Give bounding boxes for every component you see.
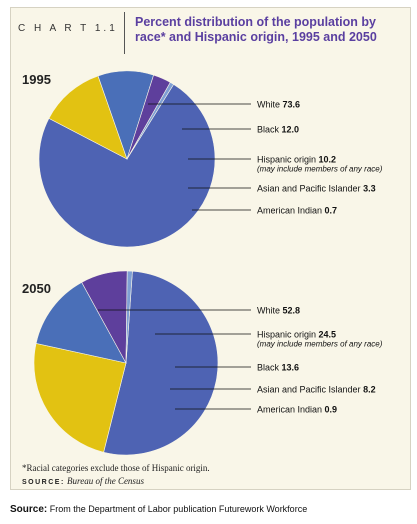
slice-value: 12.0 bbox=[282, 125, 300, 135]
slice-value: 10.2 bbox=[319, 155, 337, 165]
slice-name: Black bbox=[257, 363, 282, 373]
image-caption: Source: From the Department of Labor pub… bbox=[10, 504, 307, 515]
slice-name: White bbox=[257, 306, 283, 316]
header-divider bbox=[124, 12, 125, 54]
pie-slice-american-indian bbox=[125, 270, 133, 364]
slice-label-white: White 52.8 bbox=[257, 306, 300, 316]
slice-label-asian-and-pacific-islander: Asian and Pacific Islander 3.3 bbox=[257, 184, 376, 194]
slice-name: Hispanic origin bbox=[257, 155, 319, 165]
slice-value: 3.3 bbox=[363, 184, 376, 194]
slice-name: Asian and Pacific Islander bbox=[257, 184, 363, 194]
pie-slice-hispanic-origin bbox=[33, 343, 127, 453]
chart-title: Percent distribution of the population b… bbox=[135, 15, 377, 44]
footnote: *Racial categories exclude those of Hisp… bbox=[22, 463, 210, 473]
pie-slice-american-indian bbox=[126, 81, 175, 160]
slice-name: Black bbox=[257, 125, 282, 135]
slice-label-black: Black 12.0 bbox=[257, 125, 299, 135]
slice-value: 0.7 bbox=[325, 206, 338, 216]
source-label: SOURCE: bbox=[22, 479, 65, 486]
slice-name: American Indian bbox=[257, 206, 325, 216]
slice-name: American Indian bbox=[257, 405, 325, 415]
slice-note-hispanic-origin: (may include members of any race) bbox=[257, 340, 383, 349]
pie-title-1995: 1995 bbox=[22, 72, 51, 87]
pie-1995: White 73.6 Black 12.0 Hispanic origin 10.2… bbox=[38, 70, 383, 248]
pie-slice-black bbox=[48, 75, 128, 160]
pie-title-2050: 2050 bbox=[22, 281, 51, 296]
slice-label-white: White 73.6 bbox=[257, 100, 300, 110]
slice-note-hispanic-origin: (may include members of any race) bbox=[257, 165, 383, 174]
slice-label-black: Black 13.6 bbox=[257, 363, 299, 373]
pie-slice-black bbox=[35, 281, 127, 364]
source-text: Bureau of the Census bbox=[67, 476, 144, 486]
slice-name: White bbox=[257, 100, 283, 110]
slice-value: 73.6 bbox=[283, 100, 301, 110]
pie-2050: White 52.8 Hispanic origin 24.5(may inclu… bbox=[33, 270, 383, 456]
slice-value: 8.2 bbox=[363, 385, 376, 395]
chart-number-label: C H A R T 1.1 bbox=[18, 23, 118, 34]
slice-value: 13.6 bbox=[282, 363, 300, 373]
pie-slice-white bbox=[38, 83, 216, 248]
slice-value: 52.8 bbox=[283, 306, 301, 316]
slice-value: 0.9 bbox=[325, 405, 338, 415]
slice-name: Asian and Pacific Islander bbox=[257, 385, 363, 395]
slice-label-hispanic-origin: Hispanic origin 10.2 bbox=[257, 155, 336, 165]
slice-name: Hispanic origin bbox=[257, 330, 319, 340]
slice-label-hispanic-origin: Hispanic origin 24.5 bbox=[257, 330, 336, 340]
source-line: SOURCE: Bureau of the Census bbox=[22, 476, 144, 486]
caption-label: Source: bbox=[10, 504, 48, 515]
caption-text: From the Department of Labor publication… bbox=[49, 504, 308, 514]
slice-value: 24.5 bbox=[319, 330, 337, 340]
slice-label-american-indian: American Indian 0.7 bbox=[257, 206, 337, 216]
slice-label-american-indian: American Indian 0.9 bbox=[257, 405, 337, 415]
slice-label-asian-and-pacific-islander: Asian and Pacific Islander 8.2 bbox=[257, 385, 376, 395]
